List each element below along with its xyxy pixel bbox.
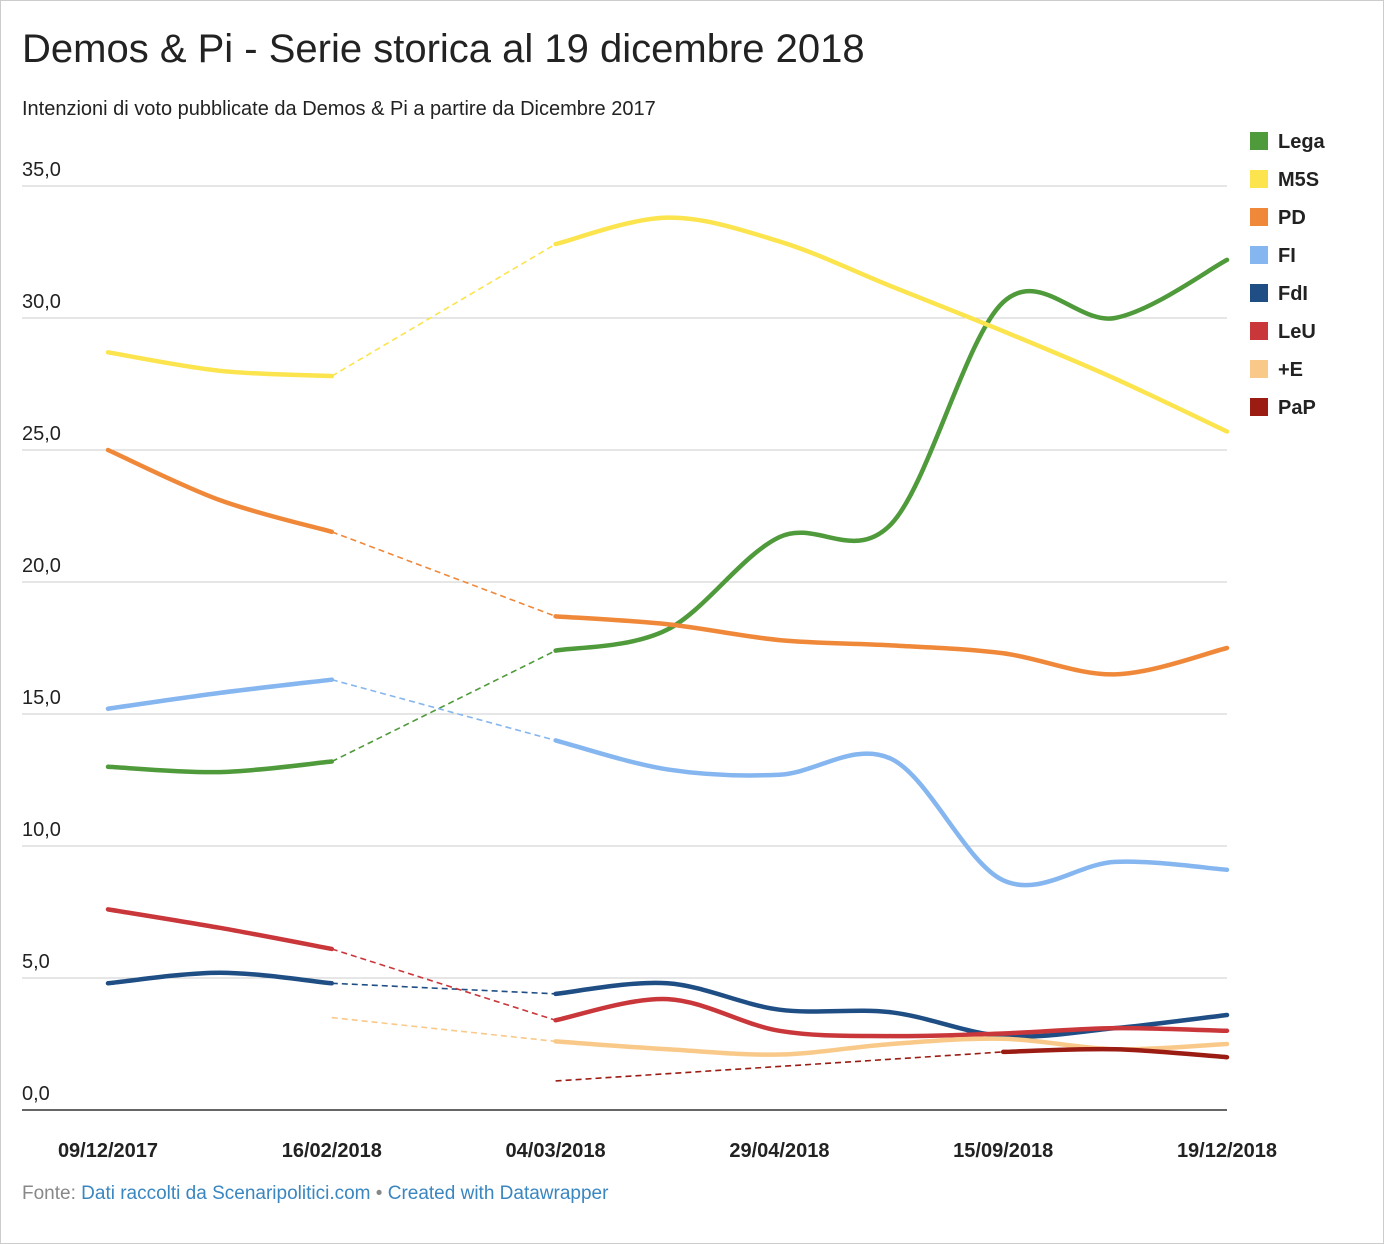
legend-swatch (1250, 322, 1268, 340)
series-line (105, 677, 335, 711)
legend-label: LeU (1278, 321, 1316, 343)
x-tick-label: 29/04/2018 (729, 1140, 829, 1162)
legend-swatch (1250, 398, 1268, 416)
series-line (553, 614, 1230, 677)
x-tick-label: 09/12/2017 (58, 1140, 158, 1162)
legend-swatch (1250, 170, 1268, 188)
y-tick-label: 25,0 (22, 423, 61, 445)
y-tick-label: 30,0 (22, 291, 61, 313)
legend-swatch (1250, 360, 1268, 378)
chart-title: Demos & Pi - Serie storica al 19 dicembr… (22, 27, 865, 71)
series-line (105, 447, 335, 535)
footer: Fonte: Dati raccolti da Scenaripolitici.… (22, 1183, 609, 1204)
gap-bridge (331, 948, 556, 1022)
source-label: Fonte: (22, 1183, 76, 1204)
legend-swatch (1250, 284, 1268, 302)
y-tick-label: 15,0 (22, 687, 61, 709)
legend-label: +E (1278, 359, 1303, 381)
credit[interactable]: Created with Datawrapper (388, 1183, 609, 1204)
series-line (105, 907, 335, 952)
legend-swatch (1250, 246, 1268, 264)
series-line (105, 970, 335, 986)
gap-bridge (331, 678, 556, 742)
series-line (105, 759, 335, 775)
chart-subtitle: Intenzioni di voto pubblicate da Demos &… (22, 98, 656, 120)
gap-bridge (331, 1016, 556, 1043)
gap-bridge (331, 649, 556, 763)
x-tick-label: 16/02/2018 (282, 1140, 382, 1162)
y-tick-label: 35,0 (22, 159, 61, 181)
legend-label: FI (1278, 245, 1296, 267)
x-tick-label: 04/03/2018 (506, 1140, 606, 1162)
legend-swatch (1250, 132, 1268, 150)
legend-swatch (1250, 208, 1268, 226)
y-tick-label: 10,0 (22, 819, 61, 841)
source[interactable]: Dati raccolti da Scenaripolitici.com (81, 1183, 370, 1204)
series-line (553, 215, 1230, 434)
x-tick-label: 19/12/2018 (1177, 1140, 1277, 1162)
y-tick-label: 5,0 (22, 951, 50, 973)
gap-bridge (555, 1051, 1004, 1082)
series-line (553, 996, 1230, 1039)
y-tick-label: 0,0 (22, 1083, 50, 1105)
y-tick-label: 20,0 (22, 555, 61, 577)
x-tick-label: 15/09/2018 (953, 1140, 1053, 1162)
legend-label: PD (1278, 207, 1306, 229)
gap-bridge (331, 982, 556, 995)
series-line (553, 738, 1230, 888)
gap-bridge (331, 243, 557, 377)
series-line (105, 350, 335, 379)
legend-label: Lega (1278, 131, 1326, 153)
legend-label: PaP (1278, 397, 1316, 419)
legend-label: M5S (1278, 169, 1319, 191)
series-line (1000, 1046, 1230, 1060)
legend-label: FdI (1278, 283, 1308, 305)
